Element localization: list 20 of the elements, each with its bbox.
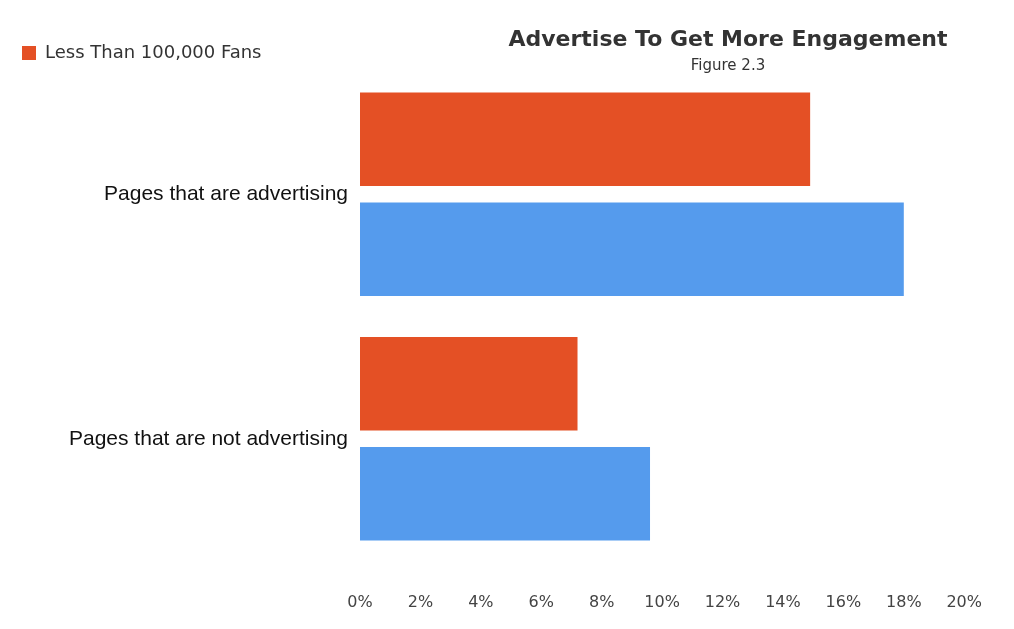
bar	[360, 92, 811, 186]
x-tick-label: 18%	[886, 591, 922, 611]
bar	[360, 202, 904, 297]
x-tick-label: 10%	[644, 591, 680, 611]
x-tick-label: 16%	[825, 591, 862, 611]
chart-subtitle: Figure 2.3	[689, 56, 767, 74]
x-tick-label: 20%	[946, 591, 982, 611]
chart-title: Advertise To Get More Engagement	[507, 26, 949, 51]
bar	[360, 447, 651, 541]
y-tick-label: Pages that are advertising	[104, 181, 348, 205]
x-tick-label: 12%	[704, 591, 741, 611]
legend-label: Less Than 100,000 Fans	[45, 40, 262, 62]
x-tick-label: 2%	[407, 591, 434, 611]
y-tick-label: Pages that are not advertising	[68, 425, 348, 449]
x-tick-label: 8%	[588, 591, 615, 611]
x-tick-label: 14%	[765, 591, 801, 611]
x-tick-label: 0%	[347, 591, 373, 611]
x-tick-label: 4%	[468, 591, 494, 611]
x-tick-label: 6%	[528, 591, 554, 611]
bar	[360, 336, 578, 431]
